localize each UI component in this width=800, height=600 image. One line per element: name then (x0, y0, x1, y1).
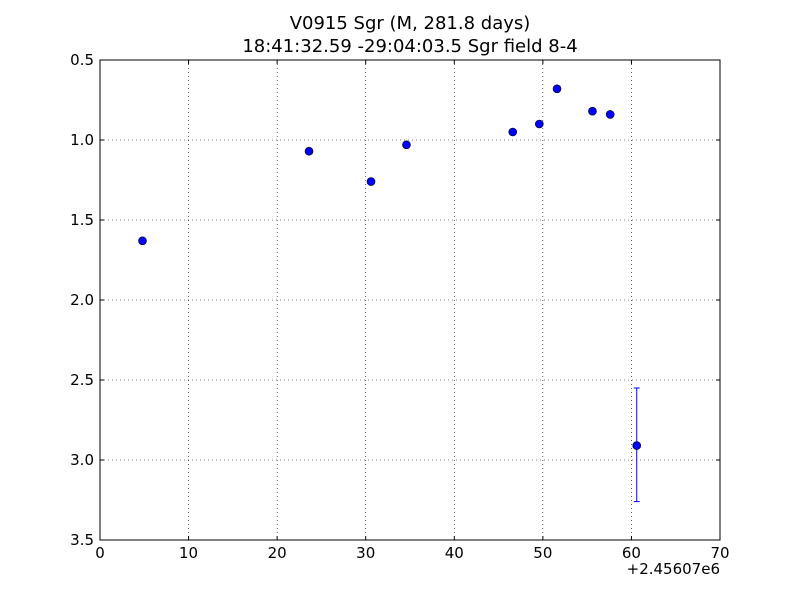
chart-title-line-1: V0915 Sgr (M, 281.8 days) (290, 13, 531, 34)
x-tick-label: 30 (356, 544, 375, 562)
y-tick-label: 1.5 (70, 211, 94, 229)
x-tick-label: 0 (95, 544, 105, 562)
data-points (138, 84, 642, 503)
y-tick-label: 3.5 (70, 531, 94, 549)
x-tick-label: 20 (268, 544, 287, 562)
data-point (588, 106, 597, 116)
x-tick-label: 70 (710, 544, 729, 562)
y-tick-label: 1.0 (70, 131, 94, 149)
data-point (366, 177, 376, 186)
x-axis-offset-label: +2.45607e6 (627, 560, 720, 578)
chart-title-line-2: 18:41:32.59 -29:04:03.5 Sgr field 8-4 (242, 36, 577, 57)
data-point (304, 146, 314, 156)
data-point (508, 127, 518, 137)
data-point (138, 236, 147, 246)
y-tick-label: 3.0 (70, 451, 94, 469)
tick-labels: 0 10 20 30 40 50 60 70 0.5 1.0 1.5 2.0 2.5 3.0 3.5 (70, 51, 729, 562)
data-point (605, 110, 615, 119)
x-tick-label: 40 (445, 544, 464, 562)
axes (99, 59, 721, 541)
y-tick-label: 2.5 (70, 371, 94, 389)
x-tick-label: 60 (622, 544, 641, 562)
y-tick-label: 0.5 (70, 51, 94, 69)
x-tick-label: 10 (179, 544, 198, 562)
data-point (535, 119, 544, 129)
x-tick-label: 50 (533, 544, 552, 562)
grid (100, 60, 720, 540)
y-tick-label: 2.0 (70, 291, 94, 309)
data-point (552, 84, 562, 94)
data-point (632, 441, 642, 450)
data-point (402, 140, 411, 150)
